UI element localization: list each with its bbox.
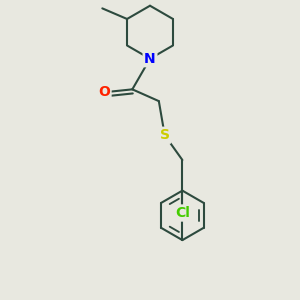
- Text: S: S: [160, 128, 170, 142]
- Text: Cl: Cl: [175, 206, 190, 220]
- Text: O: O: [98, 85, 110, 99]
- Text: N: N: [144, 52, 156, 66]
